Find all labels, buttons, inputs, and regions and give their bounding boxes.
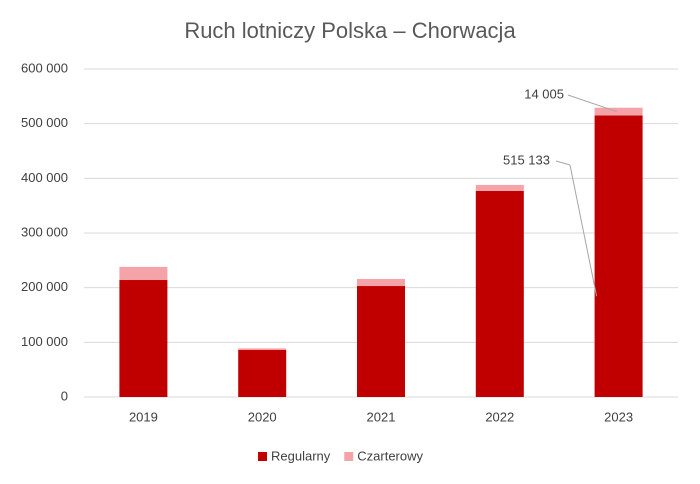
bar-segment xyxy=(357,286,405,397)
bar-segment xyxy=(475,190,524,397)
data-label: 515 133 xyxy=(503,152,550,167)
legend-label: Czarterowy xyxy=(357,448,423,463)
x-tick-label: 2021 xyxy=(367,409,396,424)
leader-line xyxy=(569,164,598,297)
leader-line xyxy=(555,160,571,166)
bar-segment xyxy=(238,349,287,397)
bar-segment xyxy=(238,348,287,350)
legend-swatch xyxy=(258,452,267,461)
y-tick-label: 500 000 xyxy=(21,115,68,130)
y-tick-label: 200 000 xyxy=(21,279,68,294)
x-tick-label: 2020 xyxy=(248,409,277,424)
bar-segment xyxy=(357,278,405,287)
x-tick-label: 2022 xyxy=(485,409,514,424)
data-label: 14 005 xyxy=(524,86,564,101)
bar-segment xyxy=(594,115,643,398)
y-tick-label: 300 000 xyxy=(21,224,68,239)
chart-title: Ruch lotniczy Polska – Chorwacja xyxy=(184,18,516,43)
y-tick-label: 400 000 xyxy=(21,170,68,185)
bar-segment xyxy=(594,107,643,116)
legend-label: Regularny xyxy=(271,448,331,463)
bar-segment xyxy=(475,184,524,191)
y-tick-label: 100 000 xyxy=(21,334,68,349)
legend-swatch xyxy=(344,452,354,461)
y-tick-label: 600 000 xyxy=(21,60,68,75)
x-tick-label: 2023 xyxy=(604,409,633,424)
y-tick-label: 0 xyxy=(61,388,68,403)
x-tick-label: 2019 xyxy=(129,409,158,424)
bar-segment xyxy=(119,266,168,281)
leader-line xyxy=(567,94,617,113)
bar-segment xyxy=(119,280,168,397)
